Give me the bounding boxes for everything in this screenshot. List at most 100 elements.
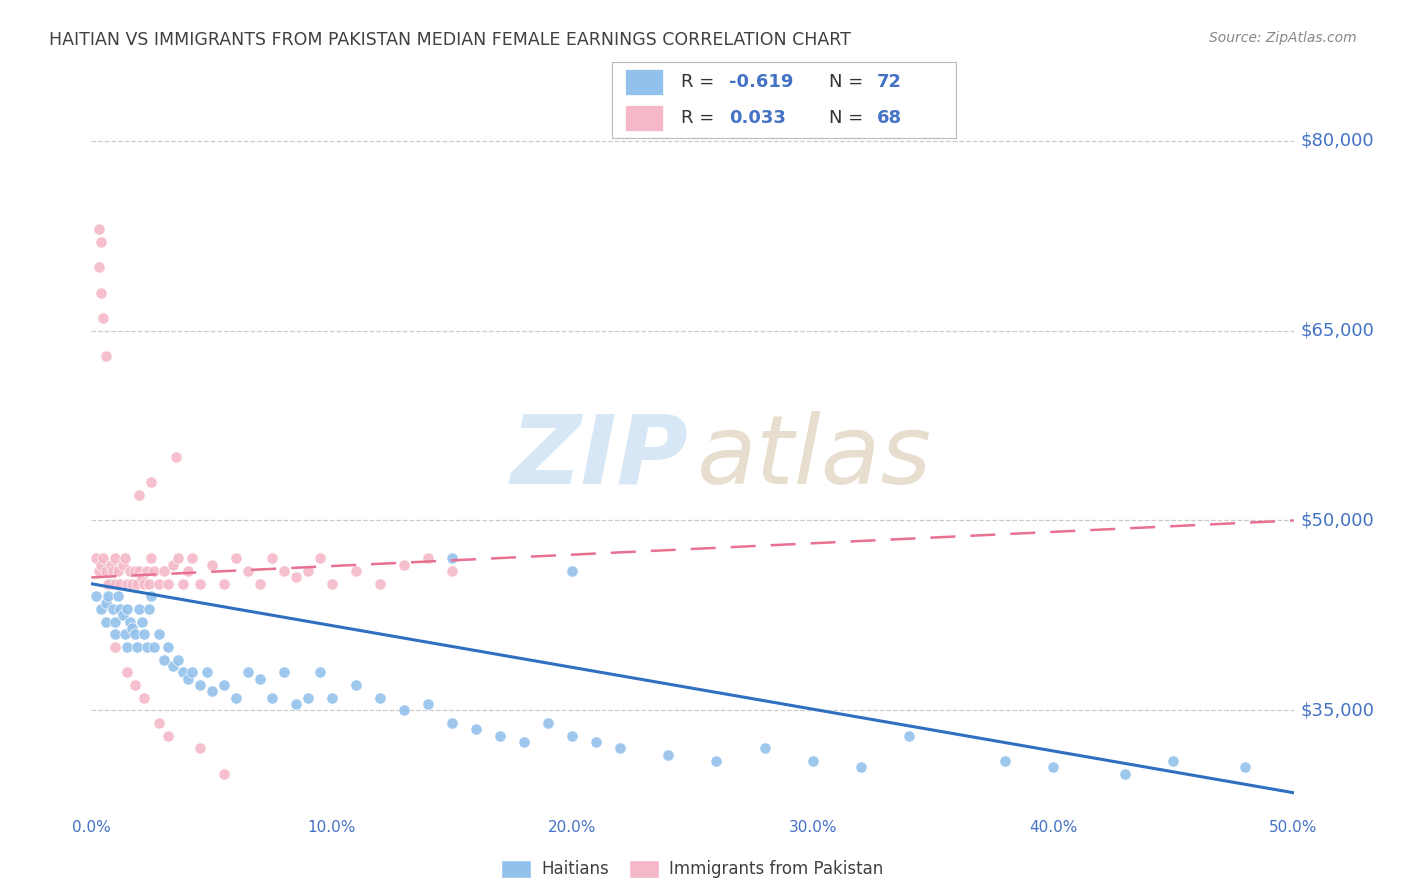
Point [152,564,174,578]
Point [110,602,132,616]
Point [111,558,134,572]
Point [124,564,146,578]
Point [114,627,136,641]
Text: R =: R = [681,73,720,91]
Point [134,690,156,705]
Point [104,627,127,641]
Point [489,729,512,743]
Point [148,716,170,731]
Point [128,564,150,578]
Text: $50,000: $50,000 [1301,511,1374,530]
Point [225,690,247,705]
Point [212,678,235,692]
Text: $80,000: $80,000 [1301,131,1374,150]
Bar [626,70,664,95]
Point [148,576,170,591]
Point [138,576,160,591]
Point [84,551,107,566]
Point [107,564,129,578]
Bar [626,105,664,130]
Point [225,551,247,566]
Point [111,608,134,623]
Point [706,754,728,768]
Point [118,564,141,578]
Legend: Haitians, Immigrants from Pakistan: Haitians, Immigrants from Pakistan [495,853,890,885]
Point [110,576,132,591]
Point [87,222,110,236]
Point [188,678,211,692]
Point [273,564,295,578]
Point [260,690,283,705]
Point [124,678,146,692]
Point [1234,760,1257,774]
Point [87,260,110,275]
Point [162,659,184,673]
Point [260,551,283,566]
Point [90,285,112,300]
Point [128,488,150,502]
Point [167,653,190,667]
Text: $65,000: $65,000 [1301,321,1375,340]
Point [585,735,607,749]
Point [125,576,148,591]
Point [162,558,184,572]
Point [657,747,679,762]
Point [897,729,920,743]
Point [609,741,631,756]
Point [157,576,180,591]
Point [368,690,391,705]
Point [188,576,211,591]
Point [90,602,112,616]
Point [124,627,146,641]
Point [121,576,143,591]
Point [1114,766,1136,780]
Point [94,564,117,578]
Point [308,665,330,680]
Point [84,590,107,604]
Point [138,602,160,616]
Point [392,558,415,572]
Point [118,615,141,629]
Text: R =: R = [681,109,720,127]
Point [104,640,127,654]
Point [440,564,463,578]
Point [97,576,120,591]
Point [125,640,148,654]
Point [87,564,110,578]
Point [157,729,180,743]
Point [134,576,156,591]
Point [849,760,872,774]
Point [90,235,112,249]
Point [537,716,560,731]
Point [104,551,127,566]
Point [273,665,295,680]
Point [142,640,165,654]
Point [131,570,153,584]
Text: Source: ZipAtlas.com: Source: ZipAtlas.com [1209,31,1357,45]
Point [236,665,259,680]
Point [135,564,157,578]
Point [416,697,439,711]
Point [100,576,122,591]
Point [172,665,194,680]
Point [321,576,343,591]
Point [212,766,235,780]
Point [201,558,224,572]
Text: -0.619: -0.619 [728,73,793,91]
Point [176,564,198,578]
Point [167,551,190,566]
Point [994,754,1017,768]
Point [561,564,583,578]
Point [135,640,157,654]
Point [284,570,307,584]
Point [117,665,139,680]
Point [284,697,307,711]
Point [416,551,439,566]
Point [141,475,163,490]
Point [134,627,156,641]
Point [142,564,165,578]
Point [101,602,124,616]
Point [117,576,139,591]
Point [101,564,124,578]
Point [321,690,343,705]
